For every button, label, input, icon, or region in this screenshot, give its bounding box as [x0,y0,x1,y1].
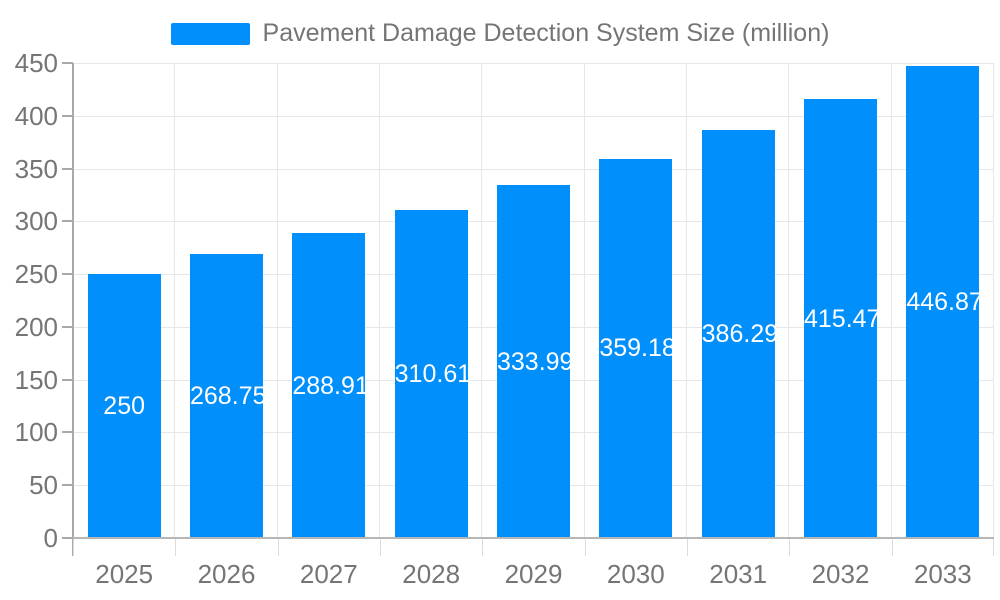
bar-2029[interactable]: 333.99 [497,185,574,538]
x-gridline [993,63,994,538]
bar-value-label: 359.18 [599,334,676,363]
bar-value-label: 386.29 [701,320,779,349]
x-axis-tick [891,539,893,556]
y-axis-label: 300 [14,206,58,237]
y-axis-label: 0 [43,523,58,553]
y-gridline [73,115,994,117]
x-gridline [174,63,176,538]
legend-label: Pavement Damage Detection System Size (m… [262,19,830,47]
bar-value-label: 288.91 [292,371,369,400]
y-axis-label: 250 [14,259,58,290]
plot-area: 250 268.75 288.91 310.61 333.99 359.18 386.29 4… [73,63,994,538]
bar-value-label: 333.99 [497,347,574,376]
y-axis-tick [62,62,73,64]
x-axis-label: 2027 [299,559,358,589]
y-axis-tick [62,220,73,223]
y-axis-tick [62,325,73,328]
y-axis-tick [62,114,73,117]
y-axis-tick [62,484,73,487]
bar-value-label: 250 [103,392,146,421]
y-axis-tick [62,537,73,539]
y-axis-label: 100 [14,417,58,448]
x-axis-tick [584,539,586,556]
x-axis-tick [482,539,484,556]
x-axis-label: 2029 [504,559,563,589]
x-axis-label: 2028 [402,559,461,589]
bar-2026[interactable]: 268.75 [190,254,267,538]
x-axis-label: 2025 [95,559,154,589]
x-axis-tick [380,539,381,556]
x-axis-label: 2031 [709,559,768,589]
x-axis-label: 2026 [197,559,256,589]
x-axis-tick [993,539,994,556]
bar-2030[interactable]: 359.18 [599,158,676,538]
y-axis-tick [62,167,73,170]
x-axis-tick [175,539,177,556]
x-axis-label: 2030 [606,559,665,589]
bar-2027[interactable]: 288.91 [292,233,369,538]
y-axis-label: 150 [14,364,58,395]
bar-2032[interactable]: 415.47 [804,99,881,538]
x-axis-line [73,537,994,539]
x-gridline [686,63,687,538]
bar-value-label: 268.75 [190,382,267,411]
x-gridline [890,63,892,538]
x-axis-label: 2032 [811,559,870,589]
y-axis-label: 450 [14,48,58,78]
legend-item[interactable]: Pavement Damage Detection System Size (m… [0,19,1000,48]
x-axis-tick [73,539,74,556]
bar-value-label: 415.47 [804,304,881,333]
x-axis-tick [789,539,791,556]
x-axis-label: 2033 [913,559,972,589]
y-axis-tick [62,273,73,276]
x-axis-tick [277,539,279,556]
bar-value-label: 446.87 [906,288,983,317]
x-gridline [481,63,483,538]
x-gridline [276,63,278,538]
y-axis-label: 400 [14,100,58,131]
x-gridline [788,63,790,538]
y-axis-tick [62,431,73,434]
x-gridline [379,63,380,538]
x-gridline [583,63,585,538]
x-axis-tick [687,539,688,556]
bar-2033[interactable]: 446.87 [906,66,983,538]
legend-swatch [170,22,250,45]
y-gridline [73,168,994,170]
bar-2031[interactable]: 386.29 [701,130,779,538]
bar-value-label: 310.61 [394,360,472,389]
bar-2028[interactable]: 310.61 [394,210,472,538]
y-axis-label: 350 [14,153,58,184]
bar-2025[interactable]: 250 [87,274,161,538]
y-axis-line [72,63,74,556]
y-gridline [73,63,994,64]
y-axis-label: 50 [29,470,58,501]
y-axis-tick [62,378,73,381]
y-axis-label: 200 [14,311,58,342]
